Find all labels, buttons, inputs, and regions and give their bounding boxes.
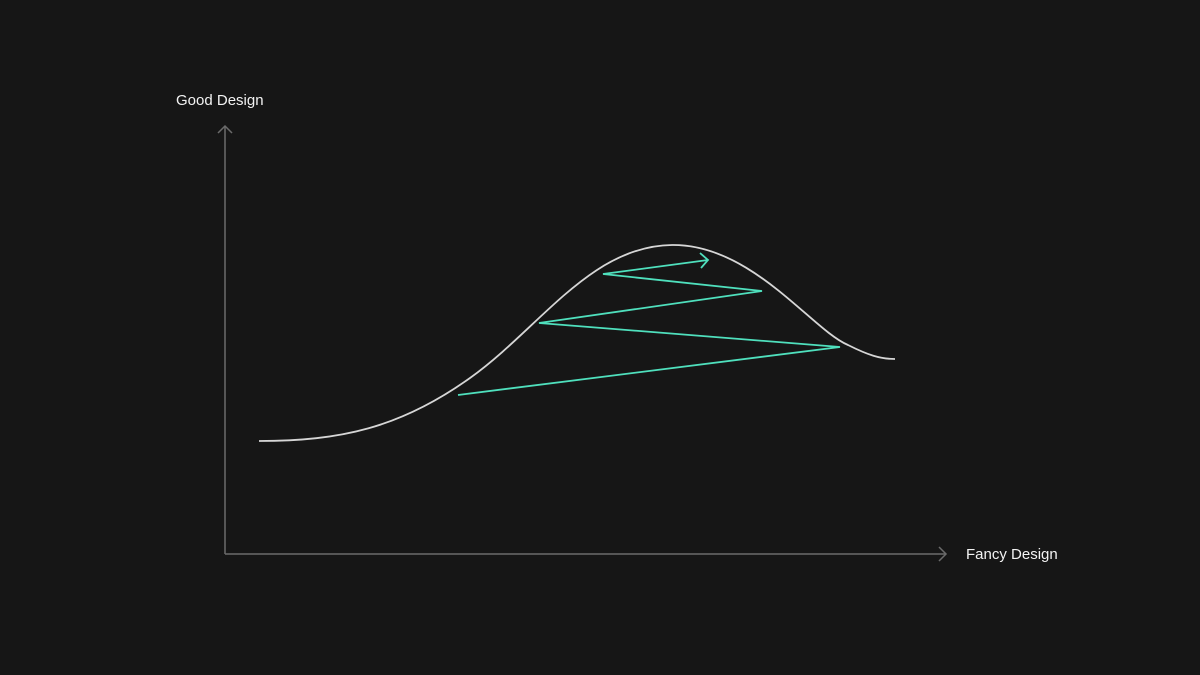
iteration-arrowhead [699,252,710,269]
design-curve [258,244,896,442]
x-axis-arrowhead [938,546,948,562]
y-axis-label: Good Design [176,92,264,109]
y-axis-arrowhead [217,124,233,134]
iteration-zigzag [457,259,841,396]
x-axis-label: Fancy Design [966,546,1058,563]
